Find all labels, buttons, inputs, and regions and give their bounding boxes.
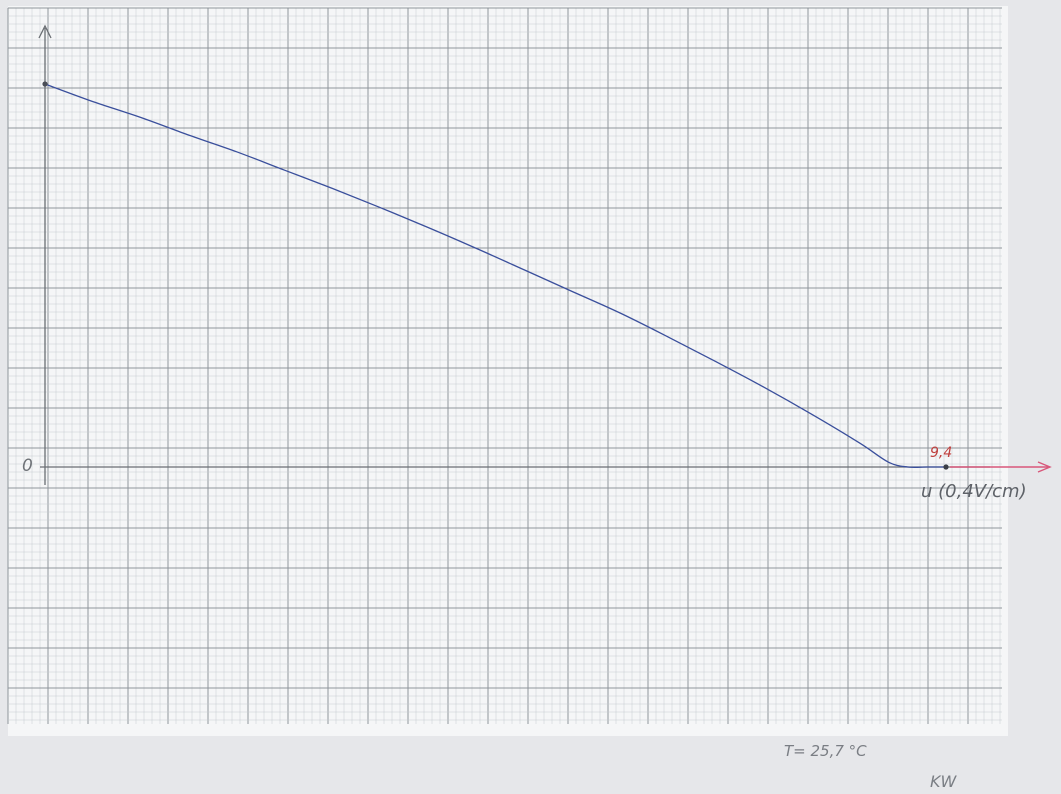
graph-paper (8, 6, 1008, 736)
origin-label: 0 (22, 456, 33, 476)
grid (7, 7, 1002, 724)
initials-signature: KW (930, 772, 957, 791)
series-layer (42, 81, 949, 470)
series-line-0 (44, 83, 946, 469)
x-axis-label: u (0,4V/cm) (921, 481, 1027, 502)
x-axis-arrow-head (1037, 461, 1052, 473)
temperature-annotation: T= 25,7 °C (784, 742, 867, 760)
x-end-tick-label: 9,4 (930, 445, 952, 461)
start-point (42, 81, 48, 87)
end-point (943, 464, 949, 470)
y-axis-arrow (38, 24, 52, 39)
